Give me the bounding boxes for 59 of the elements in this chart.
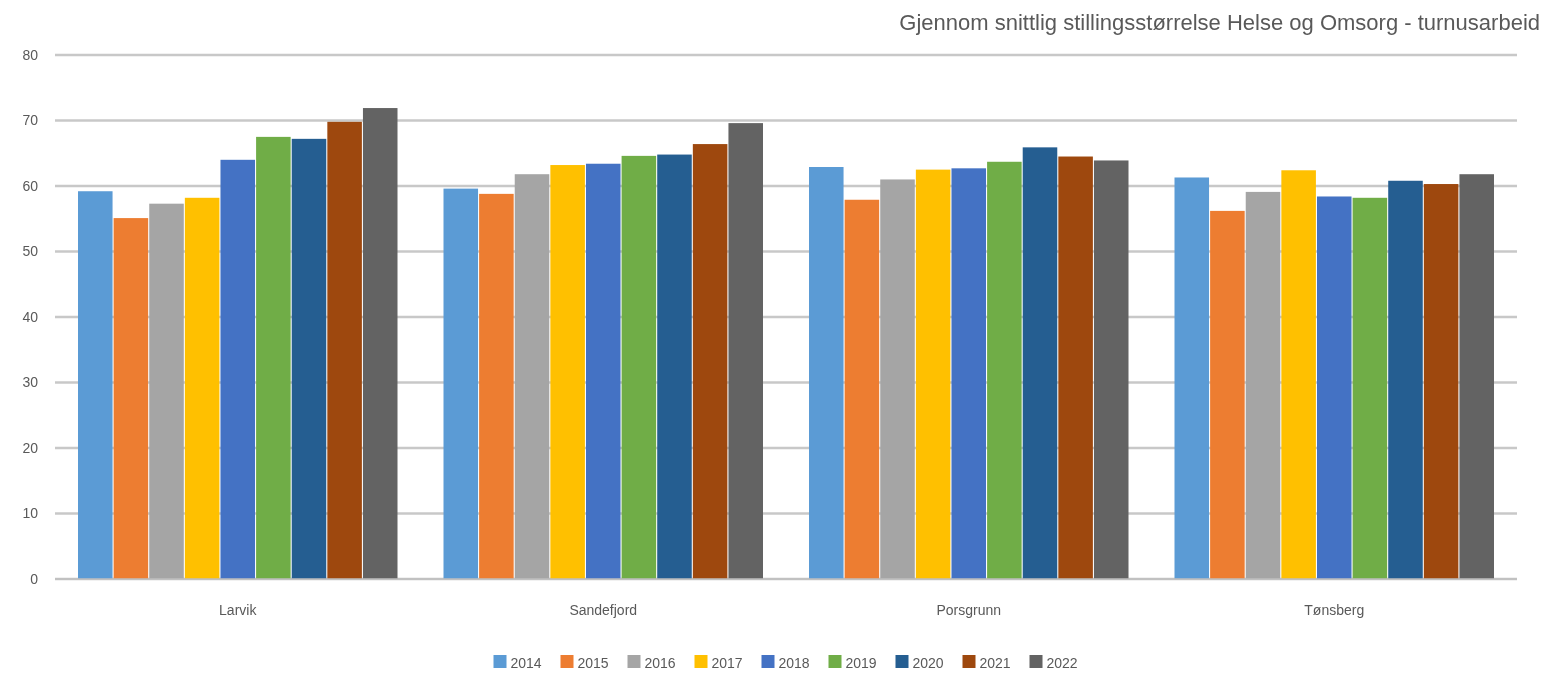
bar (479, 193, 514, 579)
bar (987, 161, 1022, 579)
bar (1388, 180, 1423, 579)
bar (78, 191, 113, 579)
bar (113, 218, 149, 579)
bar (844, 199, 880, 579)
bar (692, 144, 728, 579)
bar (149, 203, 184, 579)
bar (1058, 156, 1093, 579)
bar (1352, 197, 1388, 579)
legend-label: 2022 (1046, 654, 1078, 671)
bar (1316, 196, 1352, 579)
y-tick-label: 60 (22, 177, 39, 194)
bar (220, 159, 256, 579)
chart-title: Gjennom snittlig stillingsstørrelse Helse og Omsorg - turnusarbeid (899, 10, 1540, 35)
bar (1281, 170, 1316, 579)
x-tick-label: Larvik (219, 602, 258, 618)
bar (443, 188, 479, 579)
bar (915, 169, 951, 579)
legend-label: 2016 (644, 654, 676, 671)
legend-label: 2018 (778, 654, 810, 671)
y-tick-label: 20 (22, 439, 39, 456)
bar (1093, 160, 1129, 579)
legend-label: 2017 (711, 654, 743, 671)
y-tick-label: 0 (30, 570, 39, 587)
bar (621, 155, 657, 579)
bar (1022, 147, 1058, 579)
bar (1459, 174, 1494, 579)
legend-label: 2020 (912, 654, 944, 671)
bar (657, 154, 692, 579)
y-tick-label: 80 (22, 46, 39, 63)
bar (1174, 177, 1210, 579)
bar (880, 179, 915, 579)
legend-label: 2019 (845, 654, 877, 671)
x-tick-label: Sandefjord (569, 602, 638, 618)
bar (1210, 210, 1245, 579)
y-tick-label: 70 (22, 112, 39, 129)
bar (362, 108, 398, 579)
bar (550, 165, 585, 579)
legend-label: 2015 (577, 654, 609, 671)
bar (1423, 184, 1459, 579)
bar (728, 123, 763, 579)
bar (809, 167, 844, 579)
bar (1245, 191, 1281, 579)
bar (514, 174, 550, 579)
legend-label: 2014 (510, 654, 542, 671)
y-tick-label: 40 (22, 308, 39, 325)
x-tick-label: Porsgrunn (936, 602, 1002, 618)
y-tick-label: 50 (22, 243, 39, 260)
legend-label: 2021 (979, 654, 1011, 671)
bar (327, 121, 362, 579)
bar (951, 168, 987, 579)
y-tick-label: 10 (22, 505, 39, 522)
bar (291, 138, 327, 579)
y-tick-label: 30 (22, 374, 39, 391)
x-tick-label: Tønsberg (1304, 602, 1365, 618)
bar (184, 197, 220, 579)
bar (585, 163, 621, 579)
bar (256, 136, 291, 579)
